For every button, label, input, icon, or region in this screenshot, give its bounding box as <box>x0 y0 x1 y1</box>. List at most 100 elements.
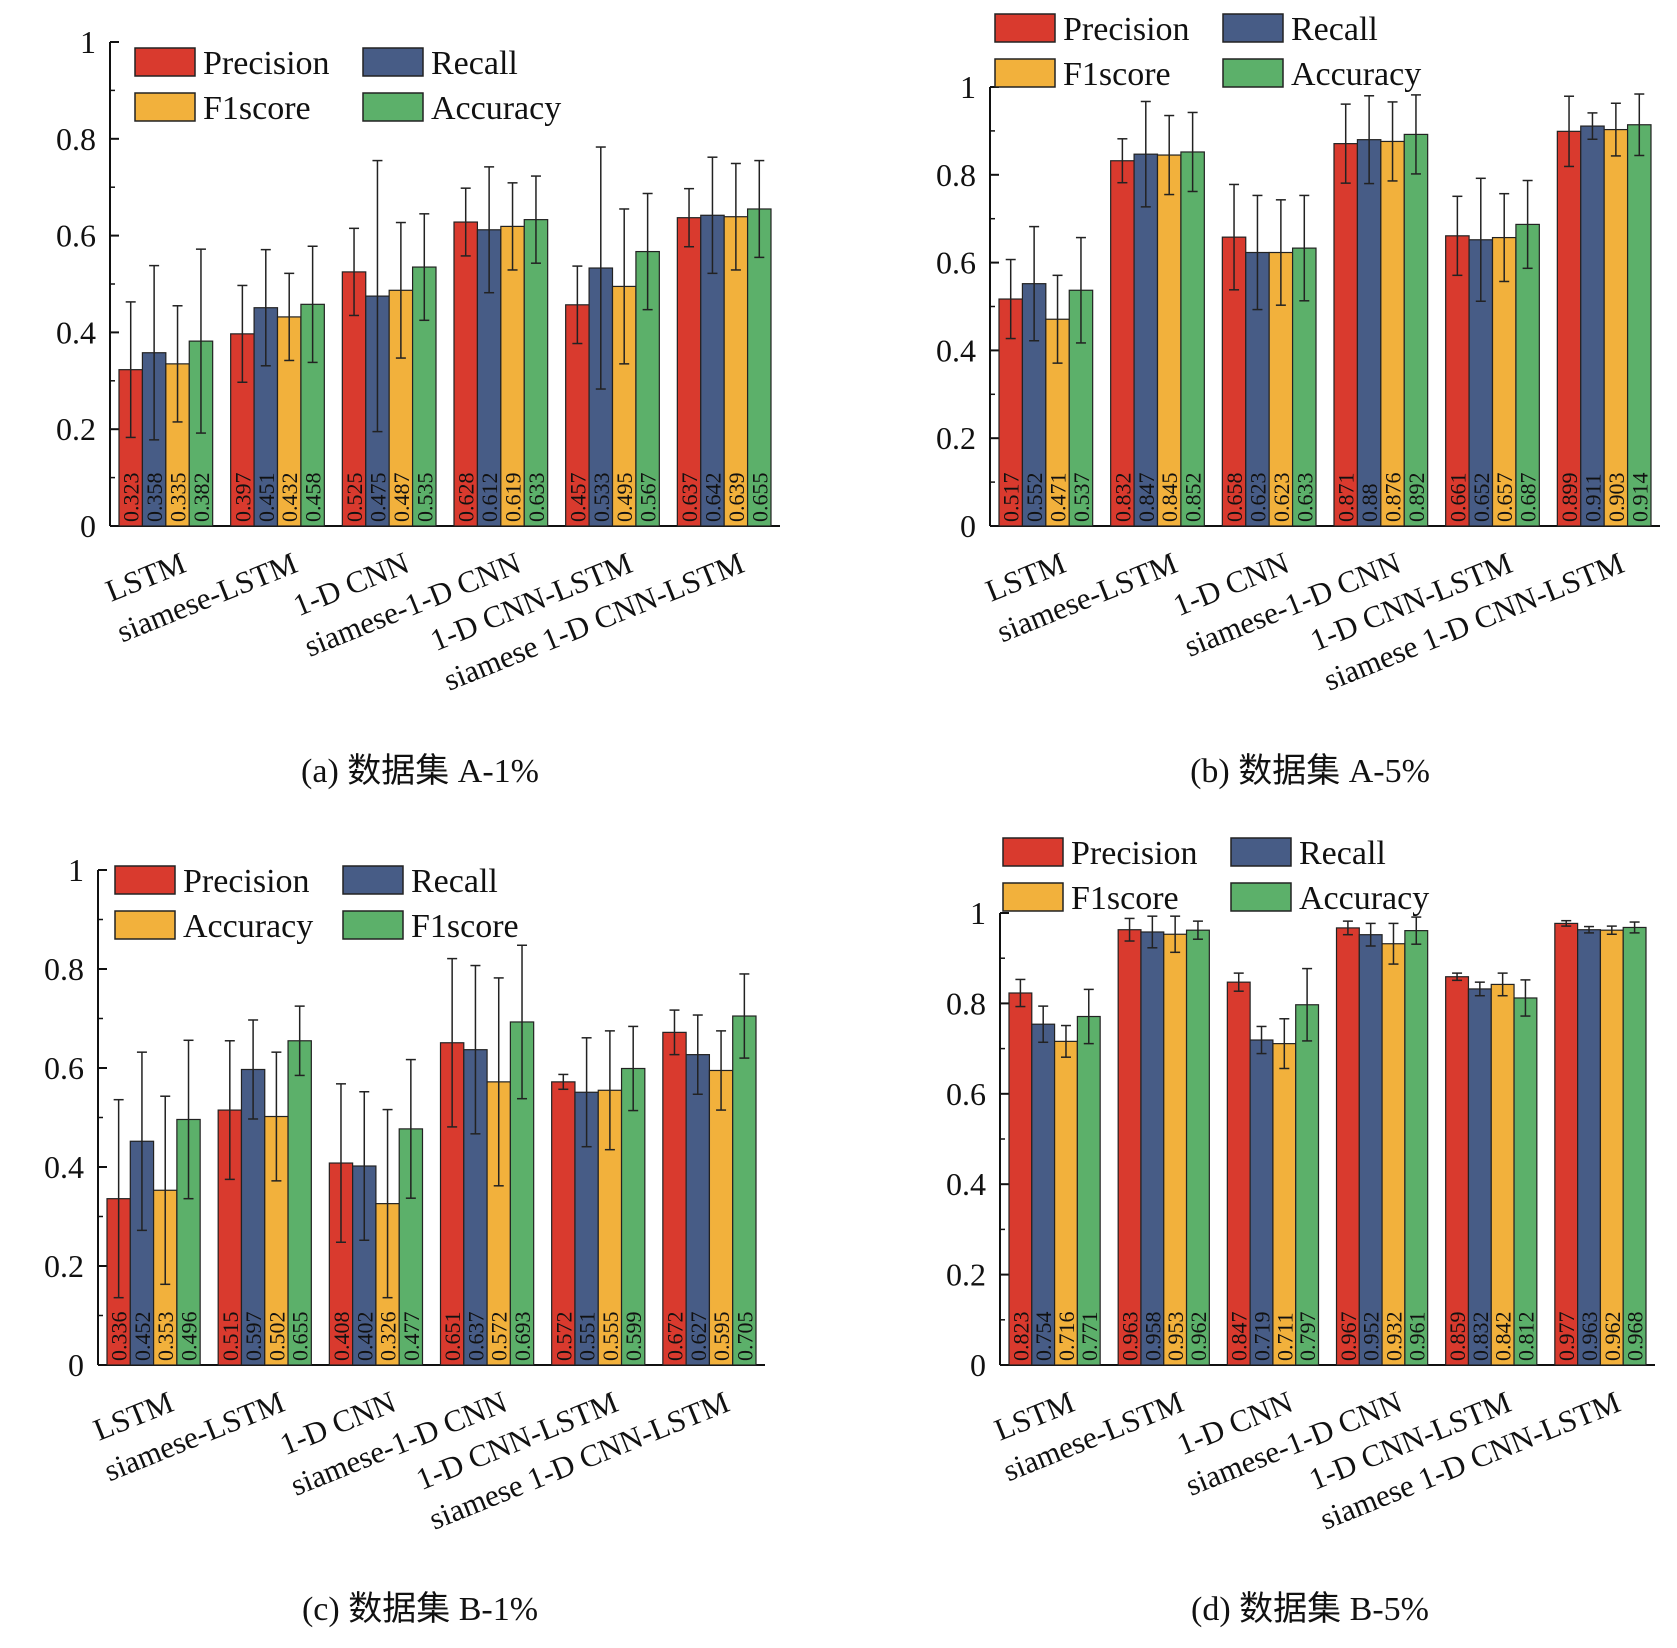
bar <box>1110 160 1135 527</box>
legend-item: Recall <box>1230 835 1386 872</box>
data-label: 0.471 <box>1046 473 1071 523</box>
data-label: 0.535 <box>412 473 437 523</box>
legend-item: Accuracy <box>1222 56 1421 93</box>
data-label: 0.525 <box>342 473 367 523</box>
data-label: 0.642 <box>700 473 725 523</box>
bar <box>1404 930 1429 1366</box>
data-label: 0.716 <box>1054 1312 1079 1362</box>
data-label: 0.852 <box>1181 473 1206 523</box>
data-label: 0.402 <box>352 1312 377 1362</box>
bar <box>1622 926 1647 1366</box>
data-label: 0.963 <box>1577 1312 1602 1362</box>
data-label: 0.812 <box>1513 1312 1538 1362</box>
data-label: 0.555 <box>598 1312 623 1362</box>
data-label: 0.633 <box>1292 473 1317 523</box>
data-label: 0.911 <box>1580 473 1605 522</box>
data-label: 0.623 <box>1269 473 1294 523</box>
bar <box>1381 943 1406 1366</box>
data-label: 0.655 <box>288 1312 313 1362</box>
legend-item: F1score <box>1002 880 1179 917</box>
data-label: 0.968 <box>1623 1312 1648 1362</box>
legend-item: Accuracy <box>362 90 561 127</box>
y-tick-label: 0 <box>970 1347 986 1383</box>
bar <box>1380 140 1405 527</box>
legend-item: Recall <box>1222 11 1378 48</box>
data-label: 0.623 <box>1245 473 1270 523</box>
data-label: 0.597 <box>241 1312 266 1362</box>
bar <box>1603 128 1629 527</box>
data-label: 0.823 <box>1008 1312 1033 1362</box>
data-label: 0.495 <box>612 473 637 523</box>
legend-swatch <box>1002 837 1064 867</box>
data-label: 0.953 <box>1163 1312 1188 1362</box>
bar <box>1163 933 1188 1366</box>
data-label: 0.88 <box>1357 484 1382 523</box>
data-label: 0.876 <box>1381 473 1406 523</box>
data-label: 0.432 <box>277 473 302 523</box>
y-tick-label: 0.6 <box>44 1050 84 1086</box>
y-tick-label: 0.2 <box>936 420 976 456</box>
data-label: 0.496 <box>177 1312 202 1362</box>
data-label: 0.336 <box>107 1312 132 1362</box>
data-label: 0.771 <box>1077 1312 1102 1362</box>
data-label: 0.382 <box>189 473 214 523</box>
legend-swatch <box>134 92 196 122</box>
data-label: 0.552 <box>1022 473 1047 523</box>
data-label: 0.458 <box>301 473 326 523</box>
legend-swatch <box>1222 58 1284 88</box>
legend-swatch <box>342 910 404 940</box>
data-label: 0.612 <box>477 473 502 523</box>
y-tick-label: 0.6 <box>56 218 96 254</box>
bar <box>1513 997 1538 1366</box>
data-label: 0.451 <box>254 473 279 523</box>
data-label: 0.899 <box>1557 473 1582 523</box>
bar <box>1117 929 1142 1366</box>
data-label: 0.847 <box>1227 1312 1252 1362</box>
bar <box>1403 133 1429 527</box>
y-tick-label: 0.4 <box>946 1166 986 1202</box>
data-label: 0.397 <box>230 473 255 523</box>
data-label: 0.335 <box>166 473 191 523</box>
data-label: 0.914 <box>1627 473 1652 523</box>
legend-item: Precision <box>134 45 330 82</box>
legend-label: F1score <box>1071 880 1179 917</box>
data-label: 0.842 <box>1491 1312 1516 1362</box>
bar <box>1490 983 1515 1366</box>
panel-caption: (c) 数据集 B-1% <box>302 1590 538 1628</box>
bar <box>1445 976 1470 1366</box>
data-label: 0.705 <box>732 1312 757 1362</box>
data-label: 0.845 <box>1157 473 1182 523</box>
data-label: 0.754 <box>1031 1312 1056 1362</box>
legend-item: Precision <box>1002 835 1198 872</box>
data-label: 0.551 <box>575 1312 600 1362</box>
data-label: 0.502 <box>264 1312 289 1362</box>
y-tick-label: 1 <box>960 69 976 105</box>
data-label: 0.599 <box>621 1312 646 1362</box>
legend-label: Recall <box>411 863 498 900</box>
data-label: 0.658 <box>1222 473 1247 523</box>
y-tick-label: 0.2 <box>946 1257 986 1293</box>
legend-swatch <box>1230 882 1292 912</box>
y-tick-label: 0.2 <box>44 1248 84 1284</box>
data-label: 0.958 <box>1140 1312 1165 1362</box>
data-label: 0.963 <box>1118 1312 1143 1362</box>
data-label: 0.537 <box>1069 473 1094 523</box>
data-label: 0.567 <box>636 473 661 523</box>
legend-swatch <box>342 865 404 895</box>
bar <box>1133 153 1159 527</box>
data-label: 0.962 <box>1600 1312 1625 1362</box>
bar <box>1358 934 1383 1366</box>
y-tick-label: 0.6 <box>946 1076 986 1112</box>
panel-caption: (b) 数据集 A-5% <box>1190 752 1430 790</box>
y-tick-label: 1 <box>80 24 96 60</box>
y-tick-label: 0.2 <box>56 411 96 447</box>
bar <box>1226 981 1251 1366</box>
data-label: 0.672 <box>662 1312 687 1362</box>
y-tick-label: 0.8 <box>56 121 96 157</box>
data-label: 0.572 <box>551 1312 576 1362</box>
data-label: 0.515 <box>218 1312 243 1362</box>
y-tick-label: 0.8 <box>936 157 976 193</box>
data-label: 0.655 <box>747 473 772 523</box>
bar <box>1140 931 1165 1366</box>
legend-item: Precision <box>114 863 310 900</box>
